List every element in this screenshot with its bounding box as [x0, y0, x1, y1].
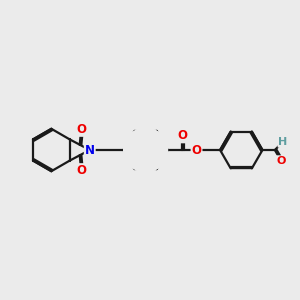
- Text: H: H: [278, 137, 288, 147]
- Text: O: O: [76, 164, 86, 177]
- Polygon shape: [127, 128, 165, 172]
- Text: N: N: [85, 143, 95, 157]
- Text: O: O: [76, 123, 86, 136]
- Text: O: O: [277, 156, 286, 166]
- Text: O: O: [191, 143, 202, 157]
- Text: O: O: [177, 129, 188, 142]
